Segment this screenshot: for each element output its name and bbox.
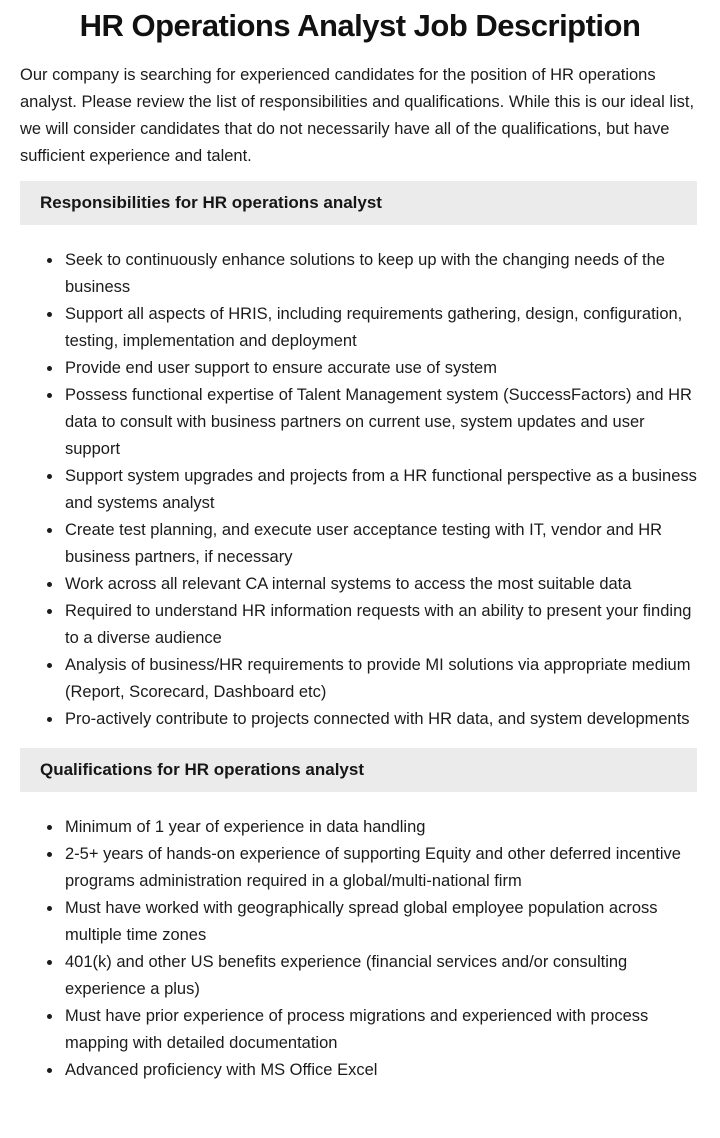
list-item: Pro-actively contribute to projects conn… [63, 706, 700, 733]
list-item: Must have worked with geographically spr… [63, 895, 700, 949]
qualifications-list: Minimum of 1 year of experience in data … [20, 814, 700, 1084]
responsibilities-list: Seek to continuously enhance solutions t… [20, 247, 700, 733]
list-item: Seek to continuously enhance solutions t… [63, 247, 700, 301]
list-item: Required to understand HR information re… [63, 598, 700, 652]
section-header-qualifications: Qualifications for HR operations analyst [20, 748, 697, 792]
list-item: Support system upgrades and projects fro… [63, 463, 700, 517]
list-item: Support all aspects of HRIS, including r… [63, 301, 700, 355]
intro-paragraph: Our company is searching for experienced… [20, 66, 695, 165]
list-item: Provide end user support to ensure accur… [63, 355, 700, 382]
list-item: 401(k) and other US benefits experience … [63, 949, 700, 1003]
list-item: Possess functional expertise of Talent M… [63, 382, 700, 463]
list-item: Must have prior experience of process mi… [63, 1003, 700, 1057]
section-responsibilities: Responsibilities for HR operations analy… [20, 181, 700, 733]
list-item: Minimum of 1 year of experience in data … [63, 814, 700, 841]
page-title: HR Operations Analyst Job Description [79, 8, 641, 43]
list-item: Work across all relevant CA internal sys… [63, 571, 700, 598]
list-item: Analysis of business/HR requirements to … [63, 652, 700, 706]
section-header-responsibilities: Responsibilities for HR operations analy… [20, 181, 697, 225]
list-item: 2-5+ years of hands-on experience of sup… [63, 841, 700, 895]
job-description-page: HR Operations Analyst Job Description Ou… [0, 0, 720, 1084]
list-item: Advanced proficiency with MS Office Exce… [63, 1057, 700, 1084]
section-qualifications: Qualifications for HR operations analyst… [20, 748, 700, 1084]
list-item: Create test planning, and execute user a… [63, 517, 700, 571]
